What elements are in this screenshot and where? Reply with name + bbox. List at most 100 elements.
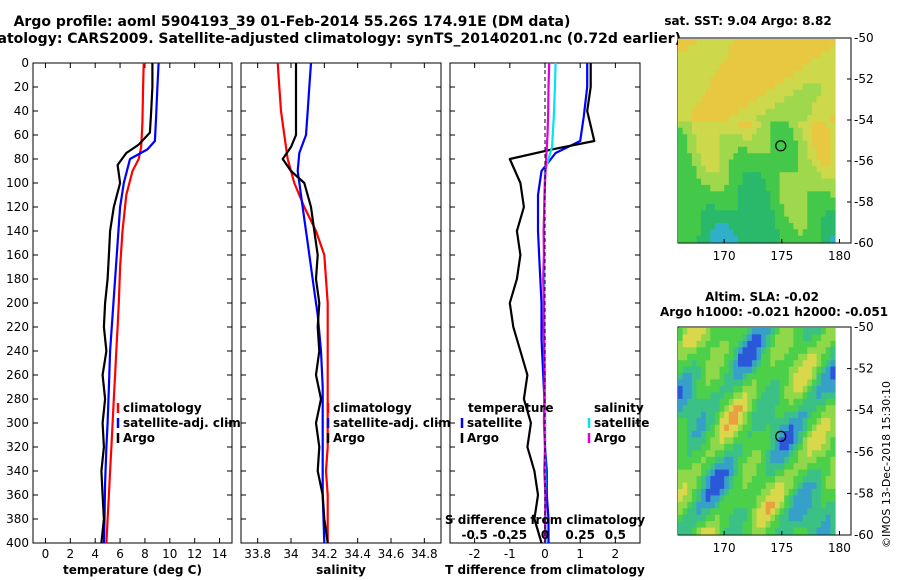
- sla_map-cell: [770, 495, 776, 503]
- sst_map-cell: [687, 64, 693, 72]
- sla_map-cell: [724, 463, 730, 471]
- sla_map-cell: [798, 360, 804, 368]
- sst_map-cell: [811, 134, 818, 142]
- sla_map-cell: [714, 469, 721, 477]
- sst_map-cell: [761, 102, 767, 110]
- sst_map-cell: [742, 197, 748, 205]
- salinity-legend-label: climatology: [333, 401, 412, 415]
- temperature-ytick-label: 20: [14, 80, 29, 94]
- sst_map-cell: [710, 102, 716, 110]
- sla_map-cell: [765, 385, 771, 393]
- sst_map-cell: [710, 216, 716, 224]
- sst_map-cell: [728, 89, 734, 97]
- difference-legend-label: Argo: [467, 431, 499, 445]
- sla_map-cell: [714, 385, 721, 393]
- sla_map-cell: [811, 385, 818, 393]
- sla_map-cell: [798, 379, 804, 387]
- sla_map-cell: [687, 443, 693, 451]
- sst_map-cell: [770, 153, 776, 161]
- sst_map-cell: [742, 172, 748, 180]
- sst_map-cell: [807, 89, 813, 97]
- sst_map-cell: [682, 229, 688, 237]
- sla_map-cell: [691, 456, 698, 464]
- sst_map-cell: [816, 39, 822, 46]
- sst_map-cell: [816, 216, 822, 224]
- sst_map-ytick-label: -60: [854, 236, 874, 250]
- sst_map-cell: [701, 165, 707, 173]
- sla_map-cell: [802, 450, 808, 458]
- sla_map-cell: [696, 501, 702, 509]
- sst_map-cell: [775, 39, 781, 46]
- sla_map-cell: [807, 456, 813, 464]
- sst_map-cell: [770, 210, 776, 218]
- sla_map-cell: [728, 366, 734, 374]
- sst_map-cell: [779, 134, 785, 142]
- sla_map-cell: [821, 334, 827, 342]
- sst_map-cell: [798, 108, 804, 116]
- sla_map-cell: [770, 456, 776, 464]
- sla_map-cell: [821, 456, 827, 464]
- sla_map-cell: [784, 379, 790, 387]
- sst_map-cell: [788, 96, 794, 103]
- sla_map-cell: [802, 360, 808, 368]
- sst_map-cell: [802, 153, 808, 161]
- sst_map-cell: [696, 197, 702, 205]
- sst_map-cell: [779, 51, 785, 59]
- sla_map-cell: [802, 469, 808, 477]
- sst_map-cell: [682, 235, 688, 243]
- sla_map-cell: [682, 527, 688, 535]
- sla_map-cell: [714, 431, 721, 438]
- sst_map-cell: [678, 140, 684, 148]
- sst_map-cell: [784, 77, 790, 84]
- sst_map-cell: [756, 45, 762, 53]
- sst_map-cell: [788, 223, 794, 230]
- sla_map-cell: [687, 514, 693, 522]
- sst_map-cell: [765, 223, 771, 230]
- sst_map-cell: [687, 96, 693, 103]
- sst_map-cell: [756, 39, 762, 46]
- sst_map-cell: [687, 140, 693, 148]
- sst_map-cell: [821, 83, 827, 91]
- sst_map-cell: [682, 102, 688, 110]
- sla_map-cell: [784, 366, 790, 374]
- sla_map-cell: [687, 424, 693, 432]
- sst_map-cell: [682, 89, 688, 97]
- sst_map-cell: [710, 153, 716, 161]
- sla_map-cell: [784, 450, 790, 458]
- sst_map-cell: [761, 77, 767, 84]
- sla_map-cell: [691, 373, 698, 381]
- sst_map-cell: [793, 121, 799, 129]
- sla_map-cell: [733, 385, 739, 393]
- sst_map-cell: [751, 165, 758, 173]
- sla_map-cell: [798, 424, 804, 432]
- sst_map-cell: [701, 83, 707, 91]
- sst_map-cell: [733, 197, 739, 205]
- sst_map-cell: [738, 127, 744, 135]
- sst_map-cell: [751, 96, 758, 103]
- sst_map-cell: [742, 178, 748, 186]
- sst_map-cell: [738, 210, 744, 218]
- sst_map-cell: [765, 58, 771, 65]
- sla_map-cell: [728, 463, 734, 471]
- sst_map-cell: [825, 115, 831, 122]
- sst_map-cell: [751, 51, 758, 59]
- sst_map-cell: [798, 39, 804, 46]
- sst_map-cell: [733, 229, 739, 237]
- sla_map-cell: [811, 521, 818, 529]
- sla_map-cell: [742, 443, 748, 451]
- sst_map-cell: [691, 70, 698, 78]
- sst_map-cell: [756, 153, 762, 161]
- sst_map-cell: [724, 191, 730, 199]
- sla_map-cell: [784, 411, 790, 419]
- sla_map-cell: [738, 424, 744, 432]
- sla_map-cell: [816, 366, 822, 374]
- sla_map-cell: [807, 437, 813, 445]
- sst_map-cell: [821, 172, 827, 180]
- sla_map-cell: [811, 450, 818, 458]
- sst_map-cell: [775, 127, 781, 135]
- sla_map-cell: [705, 366, 711, 374]
- sla_map-cell: [714, 379, 721, 387]
- sla_map-cell: [678, 334, 684, 342]
- sla_map-cell: [710, 437, 716, 445]
- sst_map-cell: [724, 115, 730, 122]
